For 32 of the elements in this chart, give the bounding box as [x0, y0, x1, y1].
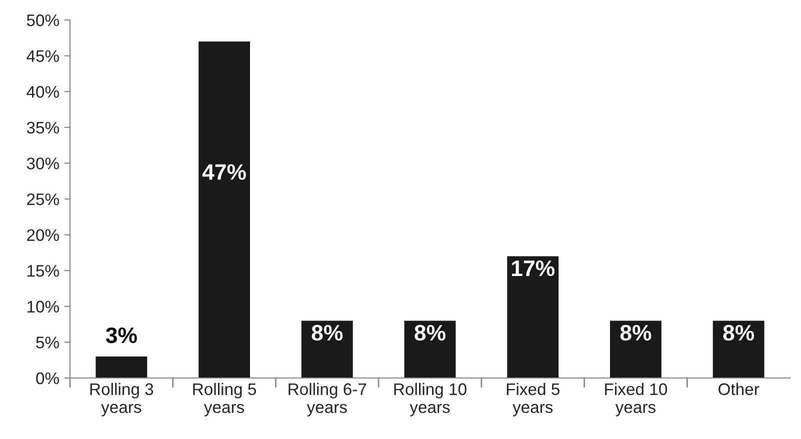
data-label: 47%	[202, 164, 246, 180]
y-tick-label: 10%	[27, 300, 59, 313]
y-tick-label: 30%	[26, 158, 59, 170]
y-tick-label: 50%	[26, 14, 59, 26]
x-tick-label: Fixed 5 years	[506, 382, 560, 416]
bar	[96, 356, 148, 378]
y-tick-label: 45%	[26, 50, 59, 62]
data-label: 8%	[312, 324, 343, 341]
data-label: 8%	[723, 324, 754, 341]
x-tick-label: Rolling 6-7 years	[288, 382, 366, 416]
data-label: 17%	[512, 260, 555, 276]
bar	[507, 256, 559, 378]
y-tick-label: 40%	[26, 86, 59, 98]
y-tick-label: 20%	[27, 229, 59, 242]
y-tick-label: 35%	[26, 122, 59, 134]
y-tick-label: 15%	[27, 265, 59, 277]
bar	[198, 41, 250, 378]
bar	[712, 320, 764, 378]
data-label: 8%	[620, 324, 652, 341]
x-tick-label: Rolling 3 years	[90, 382, 154, 416]
bar	[301, 320, 353, 378]
y-tick-label: 0%	[36, 372, 59, 384]
data-label: 8%	[414, 324, 446, 341]
bar	[610, 320, 662, 378]
x-tick-label: Other	[718, 382, 760, 396]
bar	[404, 320, 456, 378]
y-tick-label: 5%	[36, 336, 59, 348]
data-label: 3%	[106, 327, 137, 344]
x-tick-label: Fixed 10 years	[605, 382, 668, 416]
y-tick-label: 25%	[27, 193, 59, 206]
x-tick-label: Rolling 5 years	[193, 382, 256, 416]
x-tick-label: Rolling 10 years	[394, 382, 466, 416]
